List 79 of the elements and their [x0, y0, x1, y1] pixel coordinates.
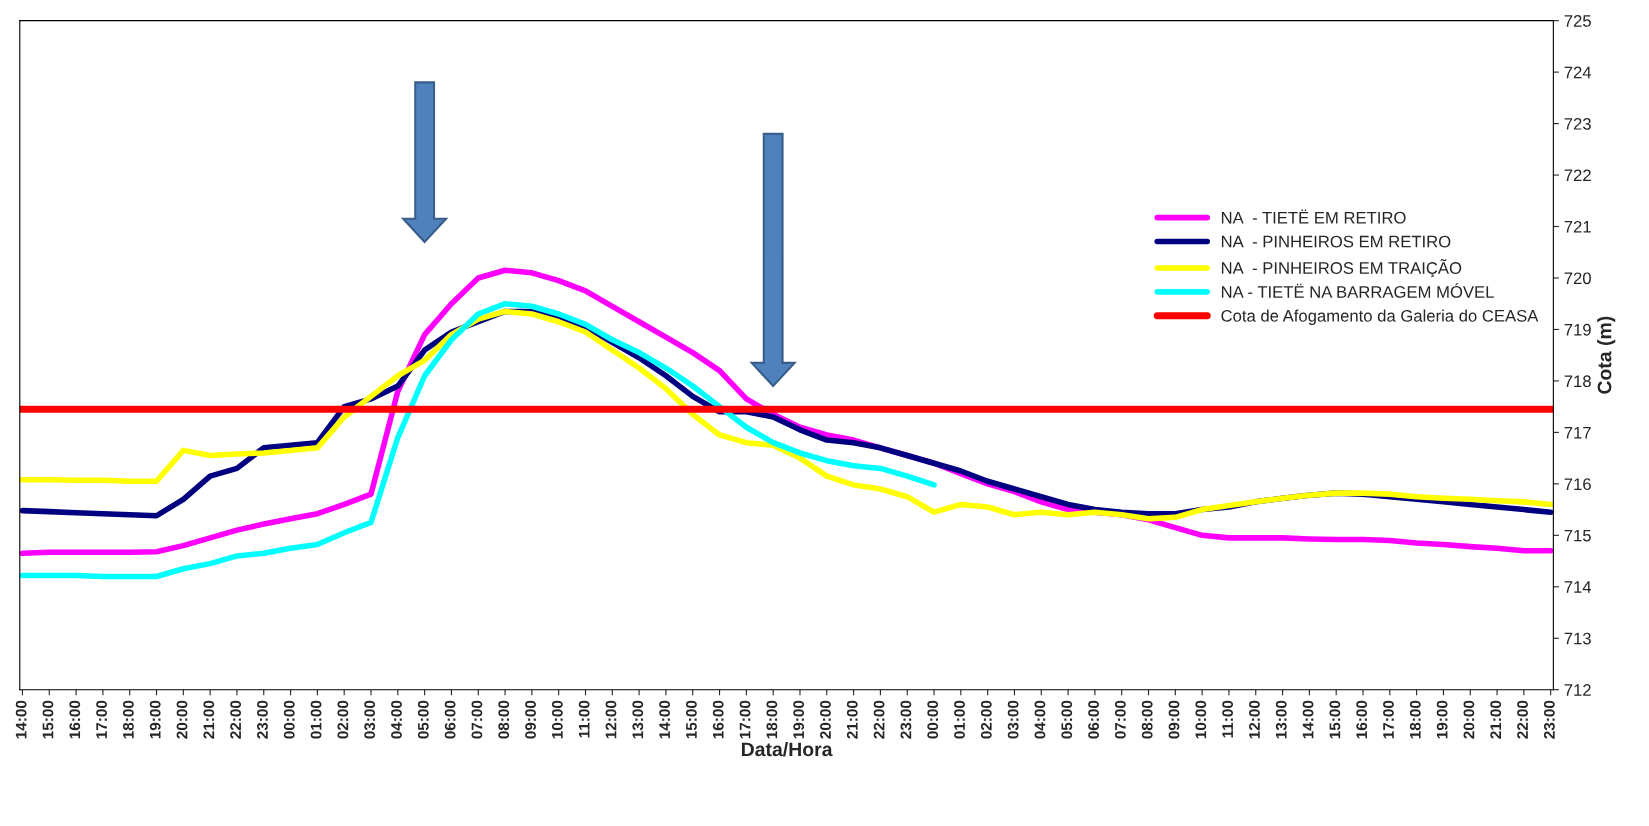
x-tick-label: 14:00 — [15, 700, 27, 739]
x-tick-label: 07:00 — [1114, 700, 1126, 739]
x-tick-label: 18:00 — [1409, 700, 1421, 739]
x-tick-label: 20:00 — [176, 700, 188, 739]
x-tick-label: 03:00 — [364, 700, 376, 739]
y-tick-label: 715 — [1564, 529, 1591, 542]
x-tick-label: 23:00 — [257, 700, 268, 739]
y-tick-label: 724 — [1564, 66, 1592, 79]
x-tick-label: 23:00 — [1543, 700, 1555, 739]
y-tick-label: 713 — [1564, 632, 1591, 645]
legend-label: NA - TIETË EM RETIRO — [1221, 209, 1406, 224]
x-tick-label: 03:00 — [1007, 700, 1019, 739]
x-tick-label: 16:00 — [712, 700, 724, 739]
legend-label: NA - PINHEIROS EM TRAIÇÃO — [1221, 259, 1462, 278]
x-tick-label: 09:00 — [1168, 700, 1180, 739]
x-tick-label: 01:00 — [310, 700, 322, 739]
x-tick-label: 13:00 — [1275, 700, 1287, 739]
x-tick-label: 08:00 — [1141, 700, 1153, 739]
x-tick-label: 23:00 — [900, 700, 912, 739]
y-tick-label: 712 — [1564, 684, 1591, 696]
y-axis-title: Cota (m) — [1597, 316, 1616, 394]
x-tick-label: 12:00 — [605, 700, 617, 739]
y-tick-label: 719 — [1564, 323, 1591, 336]
x-tick-label: 20:00 — [820, 700, 831, 739]
x-tick-label: 12:00 — [1249, 700, 1260, 739]
x-tick-label: 18:00 — [766, 700, 778, 739]
x-tick-label: 22:00 — [230, 700, 242, 739]
legend-label: Cota de Afogamento da Galeria do CEASA — [1221, 309, 1539, 326]
x-tick-label: 08:00 — [498, 700, 510, 739]
x-tick-label: 11:00 — [1222, 700, 1234, 738]
y-tick-label: 721 — [1564, 220, 1591, 233]
x-tick-label: 00:00 — [283, 700, 295, 739]
x-tick-label: 00:00 — [927, 700, 939, 739]
x-tick-label: 21:00 — [846, 700, 858, 739]
x-tick-label: 17:00 — [1383, 700, 1394, 739]
x-tick-label: 07:00 — [471, 700, 483, 739]
legend-label: NA - TIETË NA BARRAGEM MÓVEL — [1221, 283, 1494, 298]
y-tick-label: 720 — [1564, 272, 1591, 285]
x-tick-label: 15:00 — [42, 700, 54, 739]
legend-label: NA - PINHEIROS EM RETIRO — [1221, 235, 1451, 248]
y-tick-label: 716 — [1564, 478, 1591, 491]
x-tick-label: 19:00 — [793, 700, 805, 739]
x-tick-label: 20:00 — [1463, 700, 1475, 739]
x-tick-label: 09:00 — [525, 700, 536, 739]
x-tick-label: 19:00 — [149, 700, 161, 739]
x-tick-label: 13:00 — [632, 700, 644, 739]
x-tick-label: 02:00 — [337, 700, 349, 739]
x-tick-label: 14:00 — [1302, 700, 1314, 739]
x-tick-label: 05:00 — [417, 700, 429, 739]
y-tick-label: 725 — [1564, 15, 1591, 27]
x-tick-label: 10:00 — [1195, 700, 1207, 739]
x-tick-label: 02:00 — [980, 700, 992, 739]
x-tick-label: 06:00 — [444, 700, 456, 739]
y-tick-label: 714 — [1564, 581, 1592, 593]
x-tick-label: 16:00 — [69, 700, 81, 739]
x-tick-label: 16:00 — [1356, 700, 1368, 739]
x-tick-label: 15:00 — [1329, 700, 1341, 739]
x-tick-label: 04:00 — [1034, 700, 1046, 739]
x-tick-label: 14:00 — [659, 700, 671, 739]
x-tick-label: 21:00 — [1490, 700, 1502, 739]
x-tick-label: 17:00 — [739, 700, 751, 739]
x-tick-label: 22:00 — [1517, 700, 1528, 739]
x-tick-label: 22:00 — [873, 700, 885, 739]
x-tick-label: 04:00 — [391, 700, 402, 739]
x-tick-label: 06:00 — [1088, 700, 1099, 739]
y-tick-label: 722 — [1564, 169, 1591, 182]
x-axis-title: Data/Hora — [741, 741, 833, 757]
x-tick-label: 05:00 — [1061, 700, 1073, 739]
y-tick-label: 717 — [1564, 426, 1591, 439]
x-tick-label: 18:00 — [122, 700, 134, 739]
x-tick-label: 01:00 — [954, 700, 965, 739]
x-tick-label: 17:00 — [96, 700, 107, 739]
x-tick-label: 21:00 — [203, 700, 215, 739]
y-tick-label: 718 — [1564, 375, 1591, 388]
y-tick-label: 723 — [1564, 117, 1591, 130]
x-tick-label: 19:00 — [1436, 700, 1448, 739]
x-tick-label: 10:00 — [551, 700, 563, 739]
x-tick-label: 15:00 — [686, 700, 697, 739]
x-tick-label: 11:00 — [578, 700, 590, 738]
